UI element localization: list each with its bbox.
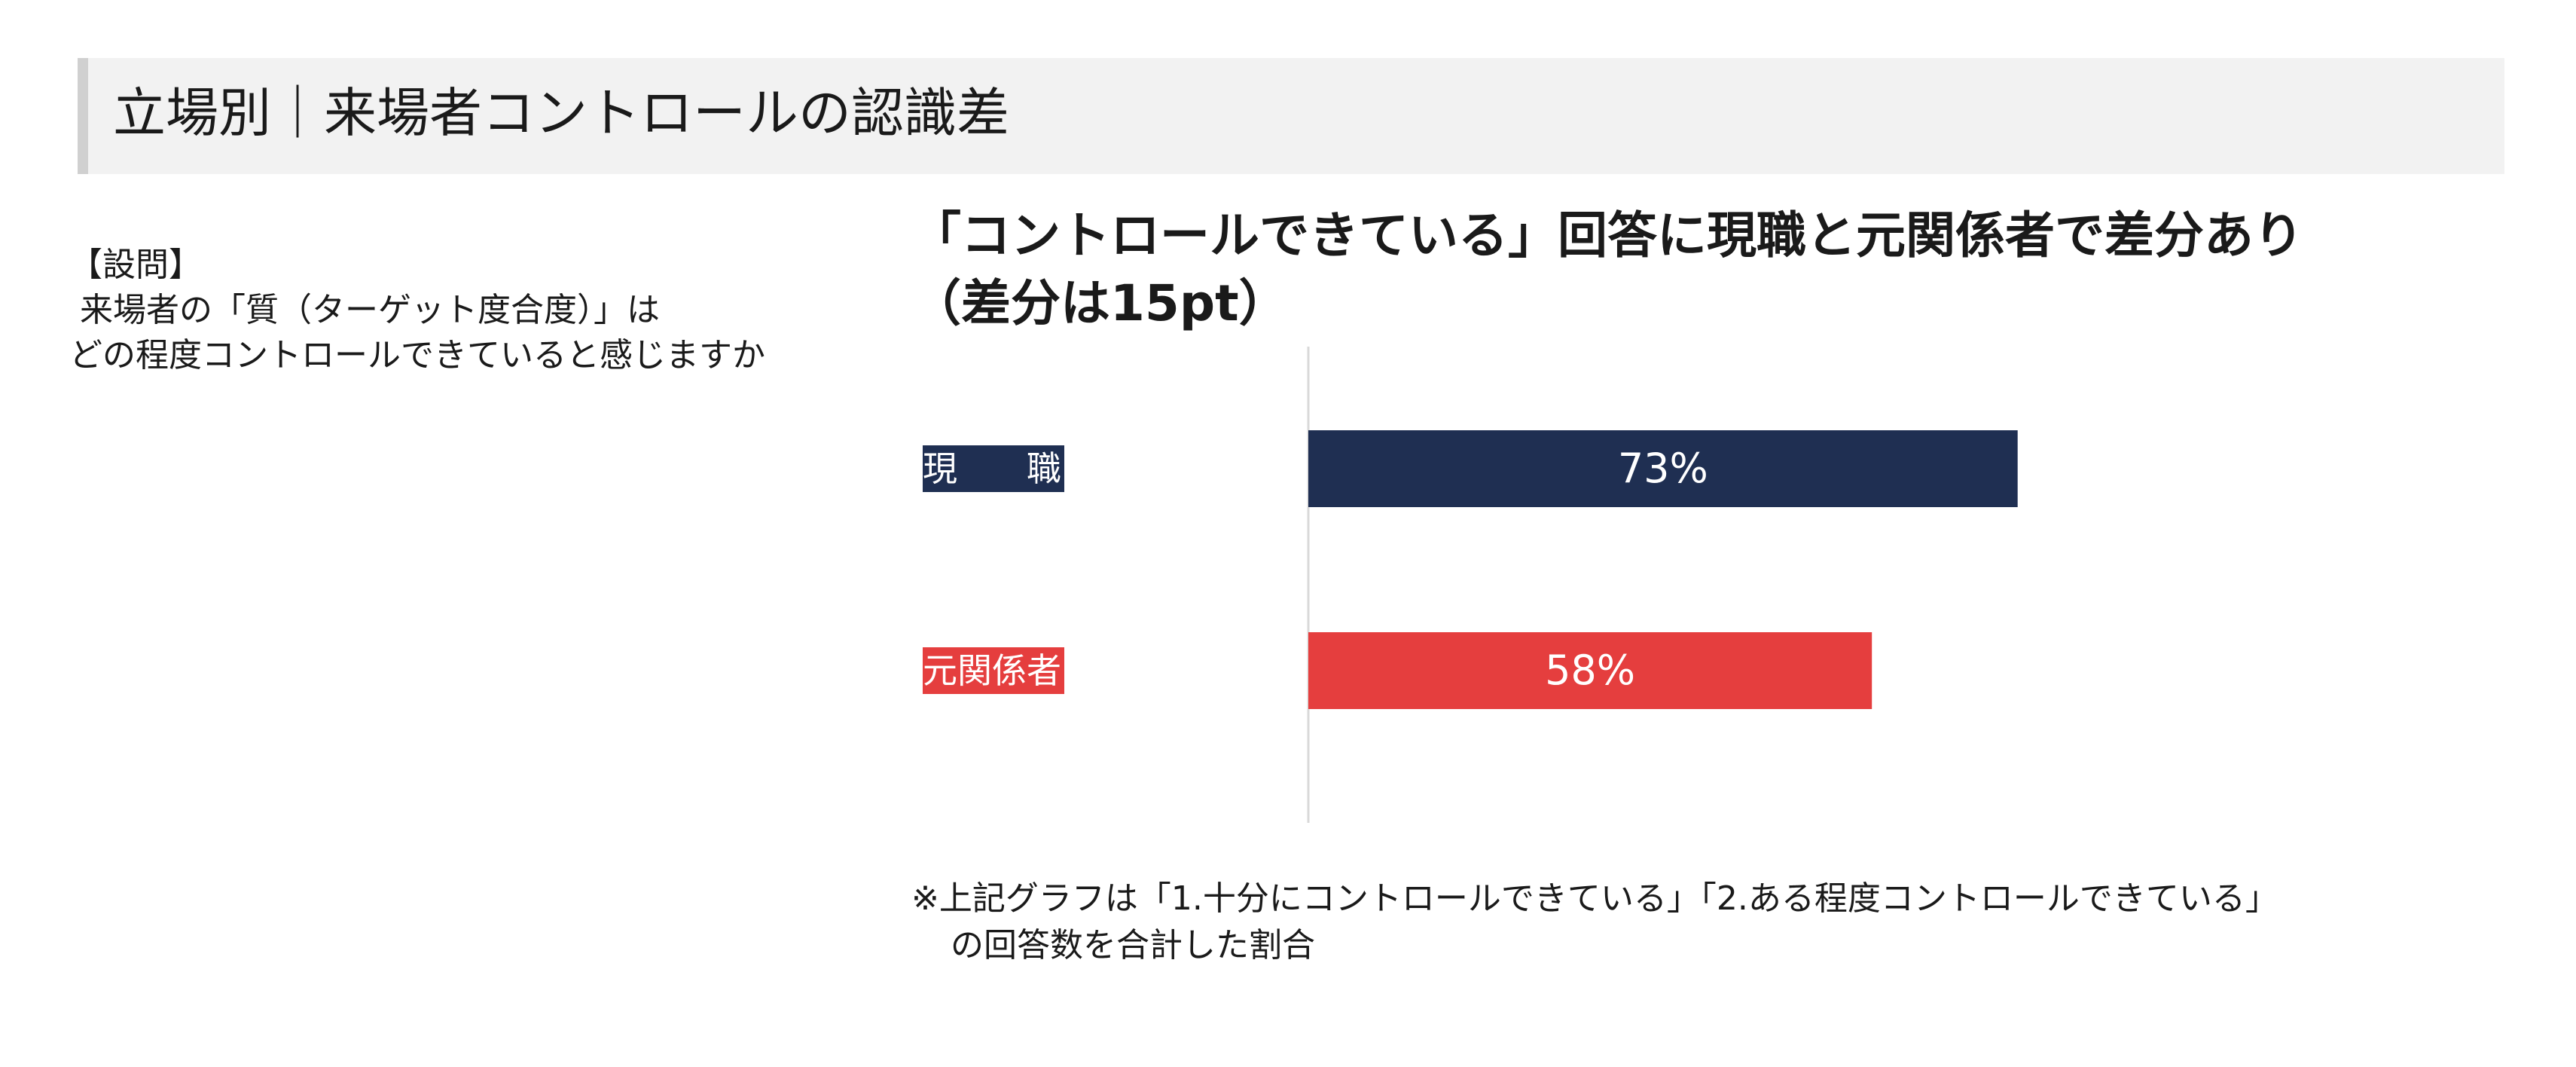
chart-title-line-1: 「コントロールできている」回答に現職と元関係者で差分あり [911,206,2303,264]
question-line-2: どの程度コントロールできていると感じますか [69,336,765,375]
chart-title: 「コントロールできている」回答に現職と元関係者で差分あり （差分は15pt） [911,202,2303,338]
page-title: 立場別｜来場者コントロールの認識差 [113,82,1009,144]
category-label-2: 元関係者 [923,650,1061,691]
question-block: 【設問】 来場者の「質（ターゲット度合度）」は どの程度コントロールできていると… [69,243,765,378]
header-band [78,58,2504,174]
bar-2 [1308,632,1872,709]
header-accent-bar [78,58,88,174]
category-label-bg-1 [923,445,1064,492]
question-label: 【設問】 [69,246,202,284]
category-label-bg-2 [923,647,1064,694]
category-label-1: 現 職 [923,448,1061,489]
bar-value-label-2: 58% [1545,647,1635,694]
question-line-1: 来場者の「質（ターゲット度合度）」は [80,291,660,329]
footnote-line-1: ※上記グラフは「1.十分にコントロールできている」「2.ある程度コントロールでき… [911,879,2278,918]
footnote: ※上記グラフは「1.十分にコントロールできている」「2.ある程度コントロールでき… [911,876,2278,969]
chart-title-line-2: （差分は15pt） [911,274,1289,332]
bar-1 [1308,430,2018,507]
footnote-line-2: の回答数を合計した割合 [951,926,1315,965]
bar-value-label-1: 73% [1618,445,1708,492]
